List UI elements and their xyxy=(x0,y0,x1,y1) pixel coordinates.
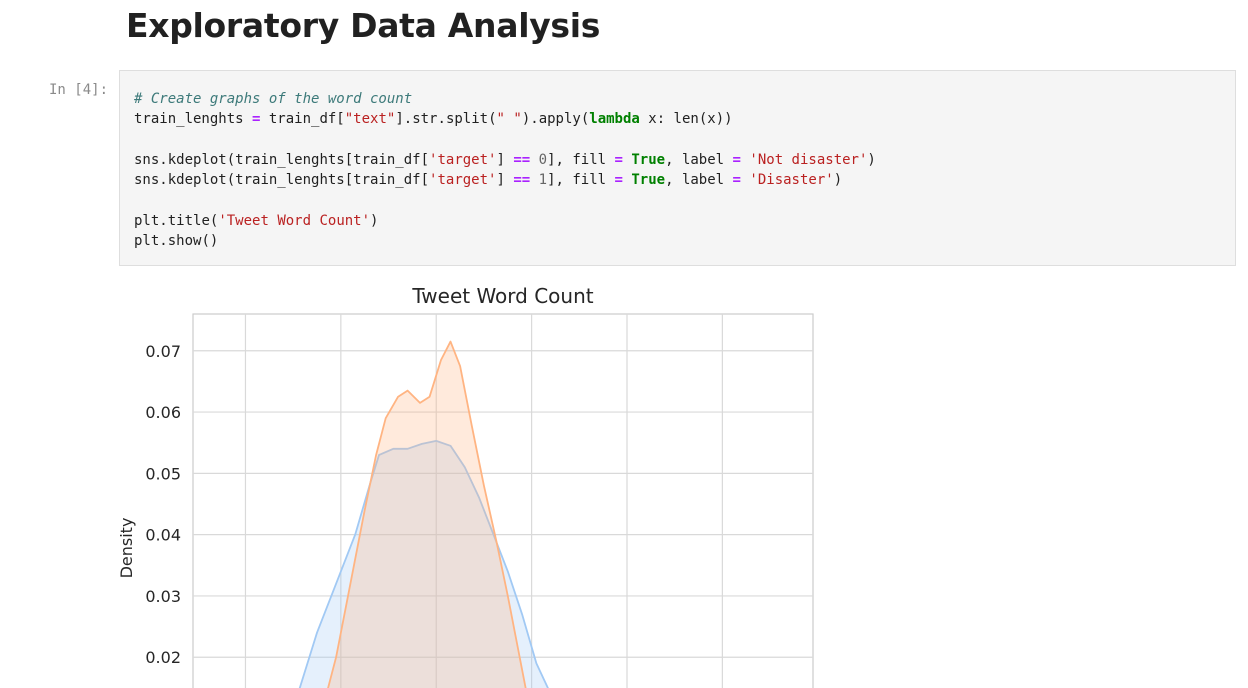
code-token: title( xyxy=(167,212,219,229)
cell-prompt: In [4]: xyxy=(49,82,109,98)
y-tick-label: 0.06 xyxy=(145,403,181,422)
code-token: ) xyxy=(370,212,379,229)
code-line: sns.kdeplot(train_lenghts[train_df['targ… xyxy=(134,150,876,170)
code-line: sns.kdeplot(train_lenghts[train_df['targ… xyxy=(134,170,876,190)
code-token: sns xyxy=(134,172,160,189)
code-token: = xyxy=(614,172,623,189)
density-fill-0 xyxy=(299,440,548,688)
code-line: # Create graphs of the word count xyxy=(134,89,876,109)
code-token: ], fill xyxy=(547,151,615,168)
code-token: train_lenghts xyxy=(134,111,253,128)
code-token: == xyxy=(513,172,531,189)
code-token: show() xyxy=(167,233,219,250)
code-blank-line xyxy=(134,130,876,150)
code-token: ] xyxy=(496,172,514,189)
y-tick-label: 0.07 xyxy=(145,342,181,361)
density-series xyxy=(298,340,549,688)
code-token: x: len(x)) xyxy=(639,111,733,128)
code-token: . xyxy=(159,233,168,250)
code-token: " " xyxy=(496,111,522,128)
code-token: = xyxy=(252,111,261,128)
code-token: True xyxy=(631,151,666,168)
code-token: = xyxy=(732,172,741,189)
code-blank-line xyxy=(134,190,876,210)
code-token: ] xyxy=(395,111,404,128)
code-token: kdeplot(train_lenghts[train_df[ xyxy=(167,172,430,189)
y-axis-label: Density xyxy=(117,518,136,579)
code-token: . xyxy=(437,111,446,128)
code-token: 'Not disaster' xyxy=(749,151,868,168)
density-line-1 xyxy=(327,340,527,688)
code-token: lambda xyxy=(589,111,640,128)
code-token: ] xyxy=(496,151,514,168)
code-token: . xyxy=(403,111,413,128)
code-token: ], fill xyxy=(547,172,615,189)
code-token xyxy=(530,172,538,188)
plot-area xyxy=(192,313,814,688)
code-token: ) xyxy=(521,111,531,128)
code-token: "text" xyxy=(344,111,396,128)
code-line: train_lenghts = train_df["text"].str.spl… xyxy=(134,109,876,129)
code-token xyxy=(530,152,538,168)
code-token: . xyxy=(159,212,168,229)
code-token: split( xyxy=(445,111,497,128)
code-token: == xyxy=(513,151,531,168)
y-tick-labels: 0.07 0.06 0.05 0.04 0.03 0.02 xyxy=(145,342,181,667)
code-token: , label xyxy=(665,172,733,189)
code-token: . xyxy=(159,172,168,189)
y-tick-label: 0.02 xyxy=(145,648,181,667)
code-editor[interactable]: # Create graphs of the word count train_l… xyxy=(134,89,876,251)
code-token: # Create graphs of the word count xyxy=(134,91,413,107)
code-token: 1 xyxy=(538,172,548,189)
code-token: 'target' xyxy=(429,151,497,168)
chart-title: Tweet Word Count xyxy=(411,284,593,308)
code-token: True xyxy=(631,172,666,189)
section-heading: Exploratory Data Analysis xyxy=(126,6,601,45)
code-token: 'target' xyxy=(429,172,497,189)
code-token: = xyxy=(614,151,623,168)
code-cell[interactable]: # Create graphs of the word count train_l… xyxy=(119,70,1236,266)
code-token: = xyxy=(732,151,741,168)
y-tick-label: 0.03 xyxy=(145,587,181,606)
code-token: , label xyxy=(665,151,733,168)
density-line-0 xyxy=(298,440,549,688)
code-token: 0 xyxy=(538,151,548,168)
kde-chart: Tweet Word Count 0.070.060.050.040.030.0… xyxy=(117,284,814,688)
code-token: 'Tweet Word Count' xyxy=(218,212,371,229)
code-token: 'Disaster' xyxy=(749,172,834,189)
code-token: . xyxy=(159,151,168,168)
code-token: ) xyxy=(833,172,843,189)
density-fill-1 xyxy=(328,341,526,688)
code-token: str xyxy=(412,111,438,128)
y-tick-label: 0.04 xyxy=(145,526,181,545)
code-token: train_df[ xyxy=(260,111,345,128)
code-token: apply( xyxy=(538,111,590,128)
code-token: ) xyxy=(867,151,876,168)
code-token: kdeplot(train_lenghts[train_df[ xyxy=(167,151,430,168)
code-token: . xyxy=(530,111,539,128)
y-tick-label: 0.05 xyxy=(145,464,181,483)
y-gridlines xyxy=(193,350,813,658)
code-token: plt xyxy=(134,233,160,250)
code-token: sns xyxy=(134,151,160,168)
code-token: plt xyxy=(134,212,160,229)
code-line: plt.title('Tweet Word Count') xyxy=(134,211,876,231)
code-line: plt.show() xyxy=(134,231,876,251)
